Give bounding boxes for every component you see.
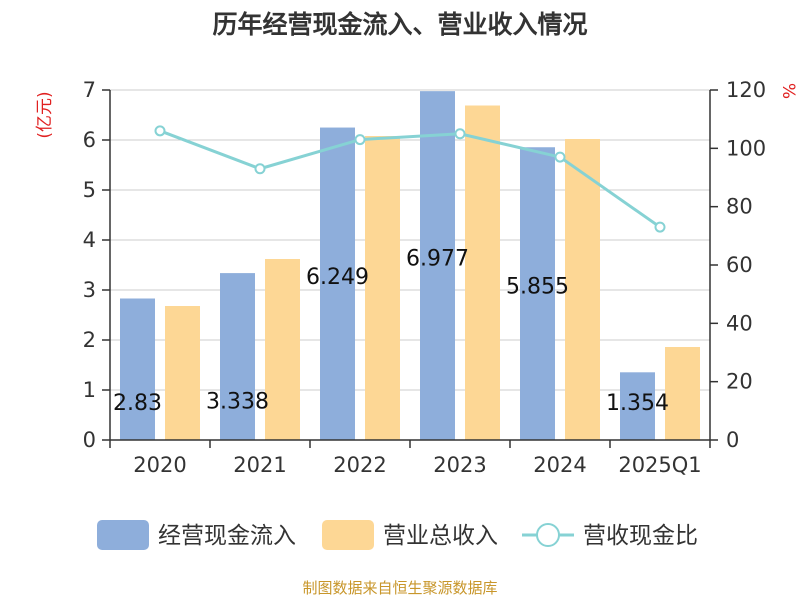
bar-revenue xyxy=(465,105,500,440)
bar-cash-inflow xyxy=(620,372,655,440)
legend-label-ratio: 营收现金比 xyxy=(583,523,698,549)
bar-revenue xyxy=(365,136,400,440)
data-label: 5.855 xyxy=(506,275,569,300)
left-axis-unit: (亿元) xyxy=(35,91,55,138)
right-tick-label: 80 xyxy=(726,195,753,219)
chart-title: 历年经营现金流入、营业收入情况 xyxy=(212,10,587,39)
x-tick-label: 2023 xyxy=(433,453,486,477)
ratio-line xyxy=(154,125,666,233)
ratio-line-path xyxy=(159,129,661,229)
legend-label-revenue: 营业总收入 xyxy=(383,523,498,549)
ratio-point xyxy=(454,128,466,140)
data-label: 1.354 xyxy=(606,391,669,416)
legend: 经营现金流入 营业总收入 营收现金比 xyxy=(97,520,698,550)
right-axis-unit: % xyxy=(778,83,798,99)
ratio-point xyxy=(154,125,166,137)
left-tick-label: 5 xyxy=(83,178,96,202)
left-tick-label: 4 xyxy=(83,228,96,252)
ratio-point xyxy=(254,163,266,175)
x-tick-label: 2021 xyxy=(233,453,286,477)
x-tick-label: 2025Q1 xyxy=(618,453,701,477)
x-tick-label: 2024 xyxy=(533,453,586,477)
x-tick-label: 2020 xyxy=(133,453,186,477)
grid xyxy=(110,89,710,391)
right-tick-label: 20 xyxy=(726,370,753,394)
data-label: 6.249 xyxy=(306,265,369,290)
ratio-point xyxy=(654,221,666,233)
legend-label-cash-inflow: 经营现金流入 xyxy=(158,523,296,549)
left-tick-label: 0 xyxy=(83,428,96,452)
bar-revenue xyxy=(665,347,700,440)
right-tick-label: 100 xyxy=(726,136,766,160)
data-label: 6.977 xyxy=(406,247,469,272)
x-tick-label: 2022 xyxy=(333,453,386,477)
bars xyxy=(120,91,700,441)
left-tick-label: 6 xyxy=(83,128,96,152)
right-tick-label: 60 xyxy=(726,253,753,277)
left-tick-label: 1 xyxy=(83,378,96,402)
left-tick-label: 3 xyxy=(83,278,96,302)
left-tick-label: 7 xyxy=(83,78,96,102)
data-label: 3.338 xyxy=(206,390,269,415)
bar-cash-inflow xyxy=(120,298,155,440)
bar-revenue xyxy=(165,306,200,440)
data-labels: 2.83 3.338 6.249 6.977 5.855 1.354 xyxy=(113,247,669,416)
right-tick-label: 120 xyxy=(726,78,766,102)
ratio-point xyxy=(554,151,566,163)
bar-cash-inflow xyxy=(520,147,555,440)
axes: 0 1 2 3 4 5 6 7 0 20 40 60 80 100 120 2020 2021 2022 2023 2… xyxy=(83,78,766,477)
bar-revenue xyxy=(565,139,600,440)
bar-cash-inflow xyxy=(220,273,255,440)
data-label: 2.83 xyxy=(113,391,162,416)
right-tick-label: 40 xyxy=(726,311,753,335)
bar-revenue xyxy=(265,259,300,440)
ratio-point xyxy=(354,134,366,146)
source-note: 制图数据来自恒生聚源数据库 xyxy=(302,579,497,597)
right-tick-label: 0 xyxy=(726,428,739,452)
legend-swatch-cash-inflow xyxy=(97,520,149,550)
bar-cash-inflow xyxy=(320,127,355,441)
legend-marker-ratio xyxy=(536,523,560,547)
legend-swatch-revenue xyxy=(322,520,374,550)
left-tick-label: 2 xyxy=(83,328,96,352)
bar-cash-inflow xyxy=(420,91,455,441)
